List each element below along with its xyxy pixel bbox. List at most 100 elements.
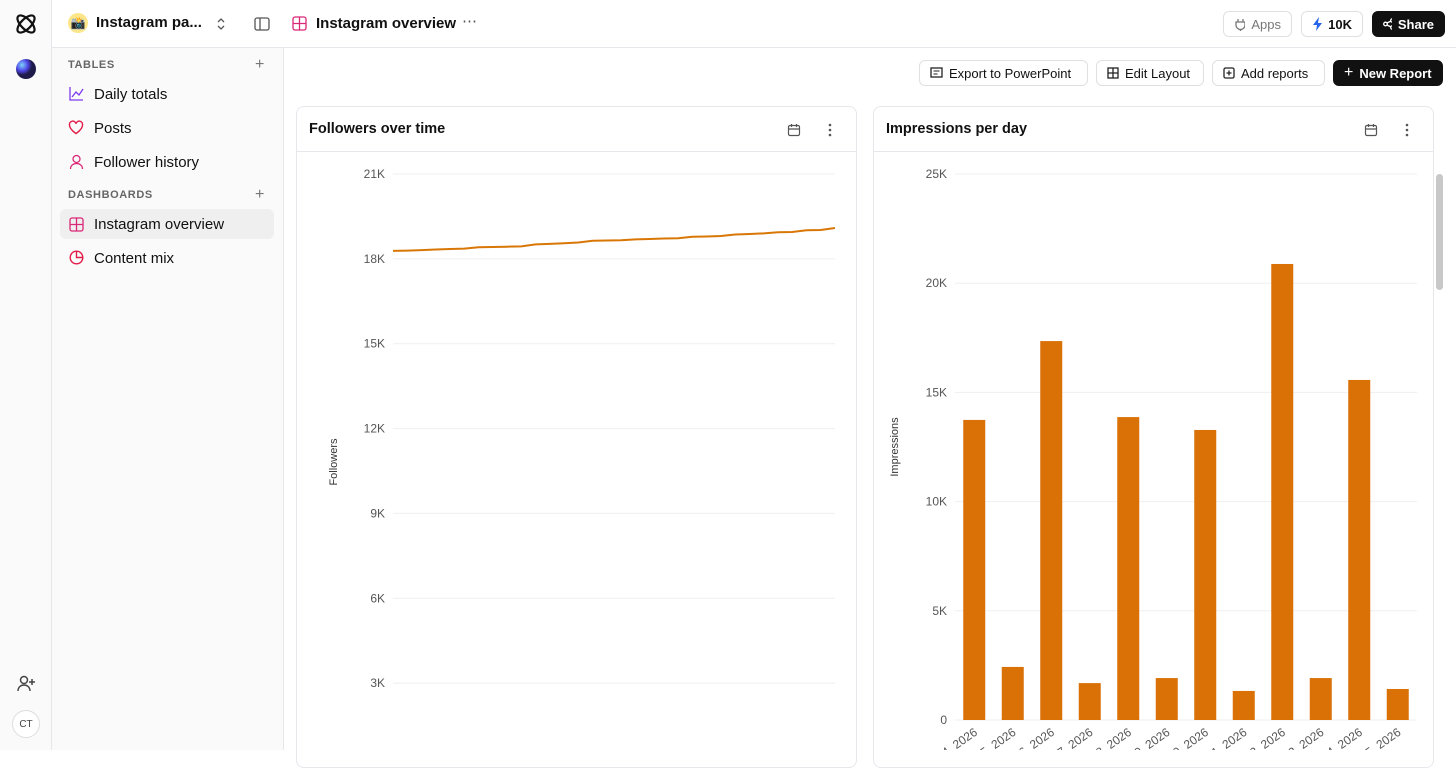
y-tick-label: 6K	[370, 591, 385, 605]
sidebar-toggle[interactable]	[254, 16, 270, 32]
apps-label: Apps	[1251, 16, 1281, 32]
x-tick-label: 15, 2026	[972, 725, 1019, 750]
sidebar-item[interactable]: Instagram overview	[94, 216, 225, 233]
y-tick-label: 3K	[370, 676, 385, 690]
share-icon	[1383, 18, 1392, 30]
bolt-icon	[1313, 17, 1322, 31]
x-tick-label: 18, 2026	[1088, 725, 1135, 750]
bar	[1078, 683, 1101, 720]
avatar[interactable]: CT	[12, 710, 40, 738]
new-report-button[interactable]: + New Report	[1333, 60, 1443, 86]
add-table[interactable]: +	[255, 56, 265, 73]
workspace-icon: 📸	[68, 13, 88, 33]
sidebar-item[interactable]: Follower history	[94, 154, 200, 171]
y-tick-label: 12K	[364, 422, 385, 436]
slides-icon	[930, 67, 943, 78]
sidebar-item[interactable]: Posts	[94, 120, 132, 137]
icon-rail: CT	[0, 0, 52, 750]
y-tick-label: 25K	[926, 167, 947, 181]
y-tick-label: 0	[940, 713, 947, 727]
bar	[1309, 678, 1332, 720]
chart-card: Impressions per day 0 5K 10K 15K 20K 25K Impre…	[873, 106, 1434, 768]
y-tick-label: 20K	[926, 276, 947, 290]
export-button[interactable]: Export to PowerPoint	[919, 60, 1088, 86]
bar	[1117, 417, 1140, 720]
x-tick-label: 22, 2026	[1242, 725, 1289, 750]
kebab-icon[interactable]	[1404, 123, 1410, 137]
x-tick-label: 23, 2026	[1280, 725, 1327, 750]
bar	[1232, 690, 1255, 720]
kebab-icon[interactable]	[827, 123, 833, 137]
y-tick-label: 21K	[364, 167, 385, 181]
page-title: Instagram overview	[316, 15, 457, 32]
plug-icon	[1235, 18, 1246, 31]
switcher-icon[interactable]	[215, 16, 227, 32]
toolbar-label: Add reports	[1241, 65, 1309, 81]
plus-icon: +	[1344, 64, 1354, 81]
credits-label: 10K	[1328, 16, 1352, 32]
chart-title: Impressions per day	[886, 121, 1028, 137]
line-icon	[69, 87, 84, 101]
y-tick-label: 5K	[932, 604, 947, 618]
y-axis-label: Followers	[328, 438, 340, 486]
heart-icon	[68, 120, 84, 135]
y-tick-label: 9K	[370, 506, 385, 520]
chart-title: Followers over time	[309, 121, 446, 137]
chart-card: Followers over time 3K 6K 9K 12K 15K 18K 21K Fo…	[296, 106, 857, 768]
plus-box-icon	[1223, 67, 1235, 79]
dashboard-icon	[292, 16, 307, 31]
top-bar: 📸 Instagram pa... Instagram overview ⋯ A…	[52, 0, 1456, 48]
x-tick-label: 20, 2026	[1165, 725, 1212, 750]
card-divider	[297, 151, 856, 152]
bar	[1001, 666, 1024, 720]
line	[392, 227, 836, 252]
bar	[1194, 429, 1217, 720]
x-tick-label: 16, 2026	[1011, 725, 1058, 750]
x-tick-label: 24, 2026	[1319, 725, 1366, 750]
workspace-name[interactable]: Instagram pa...	[96, 14, 202, 31]
y-tick-label: 15K	[926, 385, 947, 399]
x-tick-label: 14, 2026	[934, 725, 981, 750]
invite-icon[interactable]	[16, 674, 36, 694]
y-axis-label: Impressions	[889, 417, 901, 477]
share-label: Share	[1397, 16, 1434, 32]
x-tick-label: 19, 2026	[1126, 725, 1173, 750]
y-tick-label: 15K	[364, 337, 385, 351]
workspace-globe[interactable]	[16, 59, 36, 79]
bar	[1155, 678, 1178, 720]
bar	[1386, 688, 1409, 720]
edit-layout-button[interactable]: Edit Layout	[1096, 60, 1204, 86]
user-icon	[69, 154, 84, 170]
pie-icon	[69, 250, 84, 265]
sidebar-item[interactable]: Daily totals	[94, 86, 168, 103]
logo[interactable]	[13, 11, 39, 37]
dashboard-icon	[69, 217, 84, 232]
toolbar-label: Export to PowerPoint	[949, 65, 1072, 81]
calendar-icon[interactable]	[787, 123, 801, 137]
section-heading: DASHBOARDS	[68, 189, 153, 201]
sidebar-item[interactable]: Content mix	[94, 250, 175, 267]
bar	[1271, 263, 1294, 720]
scrollbar[interactable]	[1436, 174, 1443, 290]
bar	[1040, 341, 1063, 720]
toolbar-label: Edit Layout	[1125, 65, 1191, 81]
apps-button[interactable]: Apps	[1223, 11, 1292, 37]
sidebar: TABLES + Daily totals Posts Follower his…	[52, 48, 284, 750]
bar	[963, 419, 986, 720]
share-button[interactable]: Share	[1372, 11, 1445, 37]
credits-button[interactable]: 10K	[1301, 11, 1363, 37]
x-tick-label: 17, 2026	[1049, 725, 1096, 750]
toolbar-label: New Report	[1359, 65, 1432, 81]
grid-icon	[1107, 67, 1119, 79]
bar	[1348, 379, 1371, 720]
calendar-icon[interactable]	[1364, 123, 1378, 137]
x-tick-label: 21, 2026	[1203, 725, 1250, 750]
chart: 3K 6K 9K 12K 15K 18K 21K Followers	[328, 167, 836, 690]
card-divider	[874, 151, 1433, 152]
more-menu[interactable]: ⋯	[462, 13, 477, 30]
add-dashboard[interactable]: +	[255, 186, 265, 203]
add-reports-button[interactable]: Add reports	[1212, 60, 1325, 86]
